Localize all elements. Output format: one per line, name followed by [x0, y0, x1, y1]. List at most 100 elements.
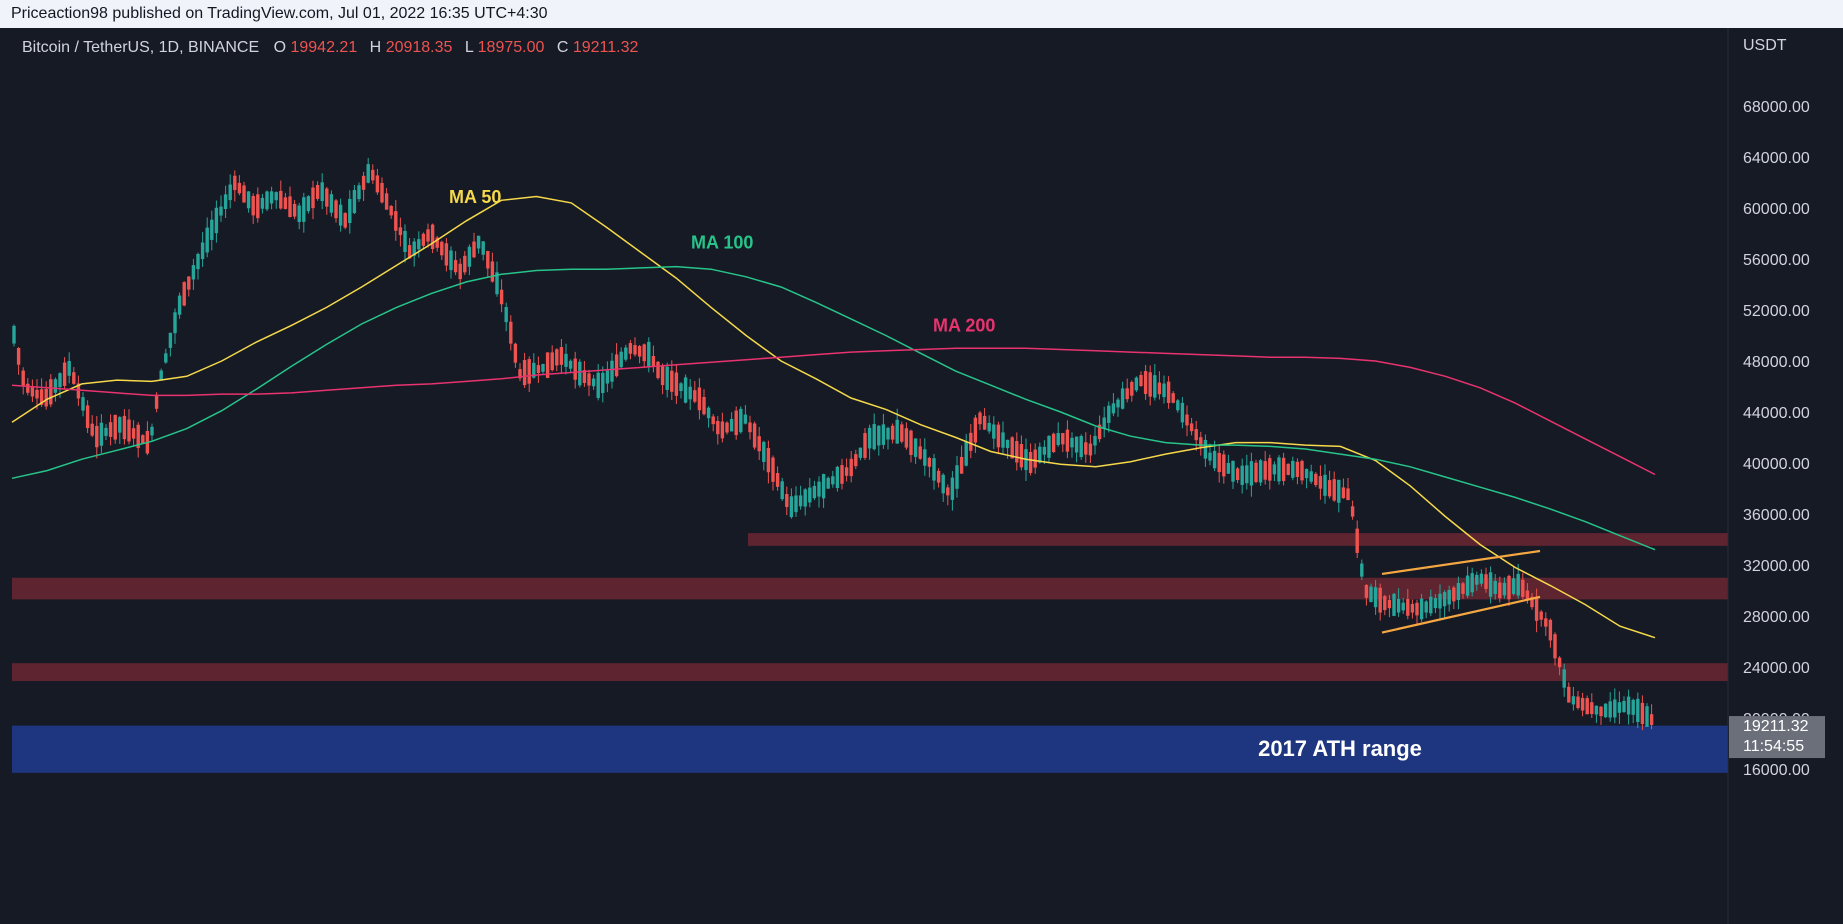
- candle-body: [375, 175, 380, 193]
- candle-body: [831, 476, 835, 485]
- candle-body: [808, 487, 812, 503]
- candle-body: [380, 182, 384, 203]
- candle-body: [1383, 596, 1387, 611]
- candle-body: [486, 251, 490, 269]
- candle-body: [1143, 371, 1148, 394]
- candle-body: [762, 441, 766, 462]
- candle-body: [670, 370, 674, 392]
- candle-body: [568, 360, 573, 369]
- candle-body: [614, 354, 619, 377]
- candle-body: [637, 346, 642, 357]
- candle-body: [1079, 435, 1083, 458]
- price-axis[interactable]: USDT 16000.0020000.0024000.0028000.00320…: [1727, 28, 1810, 924]
- candle-body: [1185, 414, 1189, 426]
- candle-body: [467, 246, 472, 267]
- candle-body: [693, 390, 697, 402]
- annotation-label: MA 100: [691, 233, 753, 253]
- candle-body: [1346, 488, 1350, 501]
- symbol-legend: Bitcoin / TetherUS, 1D, BINANCE O 19942.…: [22, 39, 638, 56]
- candle-body: [1360, 563, 1364, 577]
- candle-body: [357, 185, 361, 200]
- candle-body: [113, 414, 117, 440]
- candle-body: [1148, 372, 1152, 397]
- candle-body: [812, 485, 817, 499]
- candle-body: [1470, 573, 1474, 593]
- candle-body: [877, 425, 881, 446]
- candle-body: [407, 245, 412, 259]
- candle-body: [1392, 593, 1396, 616]
- candle-body: [58, 373, 62, 388]
- open-label: O: [274, 39, 286, 56]
- candle-body: [913, 438, 918, 457]
- axis-tick-label: 60000.00: [1743, 201, 1810, 218]
- candle-body: [384, 193, 389, 210]
- candle-body: [1373, 587, 1378, 608]
- candle-body: [605, 370, 610, 384]
- candle-body: [99, 422, 104, 446]
- axis-tick-label: 40000.00: [1743, 456, 1810, 473]
- candle-body: [1327, 480, 1332, 497]
- candle-body: [228, 184, 232, 201]
- candle-body: [1051, 433, 1056, 453]
- candle-body: [127, 419, 131, 442]
- candle-body: [1263, 461, 1267, 480]
- candle-body: [1429, 596, 1433, 614]
- close-value: 19211.32: [573, 39, 639, 56]
- candle-body: [1199, 437, 1203, 447]
- candle-body: [1033, 449, 1037, 468]
- candle-body: [150, 426, 154, 436]
- candle-body: [242, 185, 246, 203]
- candle-body: [481, 241, 485, 255]
- candle-body: [904, 428, 909, 448]
- candle-body: [403, 230, 407, 252]
- axis-tick-label: 32000.00: [1743, 558, 1810, 575]
- candle-body: [1019, 444, 1024, 468]
- candle-body: [909, 430, 913, 456]
- candle-body: [1162, 383, 1166, 398]
- candle-body: [504, 307, 508, 323]
- zones-layer: [12, 533, 1728, 773]
- candle-body: [835, 466, 840, 488]
- candle-body: [53, 379, 58, 393]
- candle-body: [1419, 598, 1424, 620]
- candle-body: [867, 427, 872, 449]
- candle-body: [683, 377, 688, 403]
- candle-body: [771, 457, 775, 482]
- candle-body: [1484, 574, 1488, 589]
- candle-body: [499, 289, 504, 305]
- candle-body: [1323, 474, 1327, 496]
- candle-body: [173, 312, 177, 334]
- candle-body: [1153, 375, 1157, 398]
- candle-body: [1424, 601, 1428, 613]
- candle-body: [1245, 465, 1249, 484]
- candle-body: [711, 416, 715, 425]
- axis-tick-label: 68000.00: [1743, 99, 1810, 116]
- axis-tick-label: 16000.00: [1743, 762, 1810, 779]
- candle-body: [412, 241, 416, 256]
- candle-body: [233, 175, 237, 191]
- candle-body: [1139, 375, 1143, 387]
- high-value: 20918.35: [386, 39, 453, 56]
- candle-body: [21, 370, 25, 386]
- candle-body: [996, 424, 1001, 448]
- candle-body: [959, 456, 964, 474]
- candle-body: [260, 197, 265, 209]
- candle-body: [1433, 598, 1438, 609]
- candle-body: [1203, 439, 1208, 459]
- candle-body: [269, 191, 274, 204]
- candle-body: [1640, 702, 1645, 725]
- candle-body: [1061, 433, 1065, 445]
- candle-body: [1240, 465, 1244, 485]
- price-chart[interactable]: MA 50 MA 100 MA 200 2017 ATH range Bitcoin …: [0, 28, 1843, 924]
- candle-body: [854, 454, 858, 467]
- candle-body: [946, 487, 950, 496]
- candle-body: [628, 343, 633, 354]
- candle-body: [734, 410, 738, 436]
- candle-body: [725, 422, 729, 433]
- candle-body: [348, 198, 352, 224]
- candle-body: [697, 387, 702, 411]
- candle-body: [1226, 462, 1231, 474]
- candle-body: [1088, 443, 1093, 456]
- candle-body: [1102, 417, 1106, 429]
- candle-body: [1636, 698, 1640, 723]
